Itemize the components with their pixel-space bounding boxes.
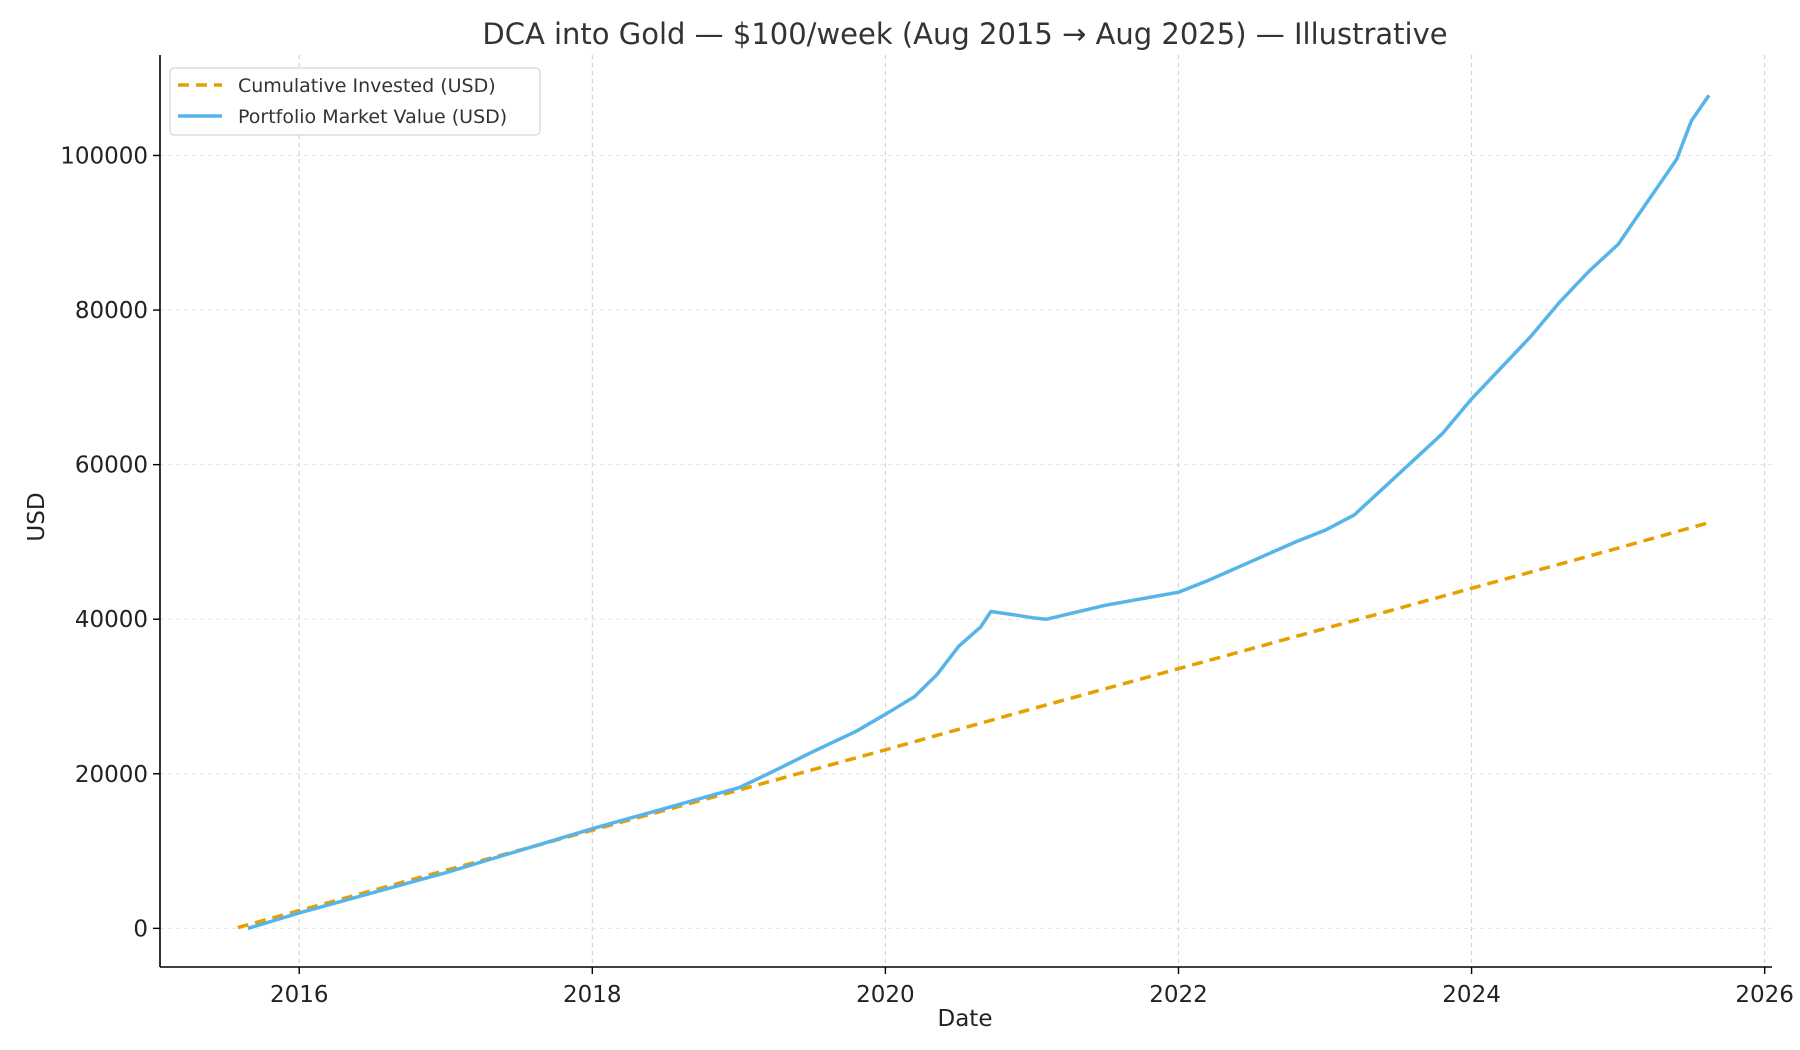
grid (160, 55, 1772, 967)
y-tick-label: 20000 (75, 762, 148, 788)
y-tick-label: 100000 (60, 143, 148, 169)
x-tick-label: 2016 (270, 982, 329, 1008)
legend: Cumulative Invested (USD) Portfolio Mark… (169, 67, 541, 136)
y-tick-label: 80000 (75, 298, 148, 324)
x-tick-label: 2018 (563, 982, 622, 1008)
legend-label-portfolio-value: Portfolio Market Value (USD) (238, 106, 507, 128)
portfolio-value-line (247, 94, 1711, 931)
y-tick-label: 0 (133, 916, 148, 942)
y-tick-label: 60000 (75, 453, 148, 479)
x-tick-label: 2020 (856, 982, 915, 1008)
cumulative-invested-line (237, 520, 1710, 930)
series-layer (237, 94, 1711, 931)
axes: 2016 2018 2020 2022 2024 2026 0 20000 40000 60000… (60, 55, 1794, 1008)
y-tick-label: 40000 (75, 607, 148, 633)
y-axis-label: USD (24, 492, 50, 541)
legend-label-cumulative-invested: Cumulative Invested (USD) (238, 75, 496, 97)
legend-frame (169, 67, 541, 136)
x-tick-label: 2024 (1442, 982, 1501, 1008)
x-tick-label: 2026 (1735, 982, 1794, 1008)
chart-title: DCA into Gold — $100/week (Aug 2015 → Au… (482, 17, 1447, 51)
x-axis-label: Date (938, 1006, 993, 1032)
x-tick-label: 2022 (1149, 982, 1208, 1008)
